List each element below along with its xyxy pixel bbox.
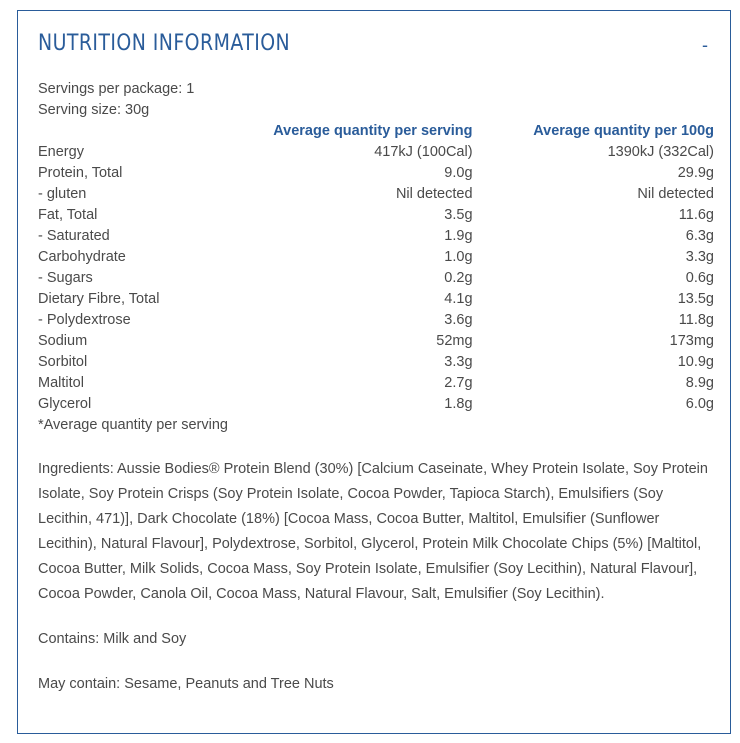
per-100g-value: 29.9g xyxy=(677,165,714,181)
nutrient-name: Carbohydrate xyxy=(38,249,126,265)
header-per-100g: Average quantity per 100g xyxy=(533,123,714,139)
collapse-toggle-button[interactable]: - xyxy=(702,35,708,55)
table-header-row: Average quantity per serving Average qua… xyxy=(38,121,714,142)
table-body: Energy 417kJ (100Cal) 1390kJ (332Cal) Prote… xyxy=(38,142,714,415)
per-100g-value: 3.3g xyxy=(685,249,714,265)
per-100g-value: Nil detected xyxy=(637,186,714,202)
table-row: Fat, Total 3.5g 11.6g xyxy=(38,205,714,226)
per-serving-value: 4.1g xyxy=(444,291,473,307)
nutrient-name: - Sugars xyxy=(38,270,93,286)
serving-size: Serving size: 30g xyxy=(38,102,150,118)
per-serving-value: 1.9g xyxy=(444,228,473,244)
per-serving-value: 0.2g xyxy=(444,270,473,286)
table-row: Glycerol 1.8g 6.0g xyxy=(38,394,714,415)
table-row: - Sugars 0.2g 0.6g xyxy=(38,268,714,289)
per-100g-value: 6.3g xyxy=(685,228,714,244)
panel-content: Servings per package: 1 Serving size: 30… xyxy=(38,79,714,697)
footnote: *Average quantity per serving xyxy=(38,417,228,433)
nutrient-name: - Polydextrose xyxy=(38,312,131,328)
table-row: Sodium 52mg 173mg xyxy=(38,331,714,352)
header-per-serving: Average quantity per serving xyxy=(273,123,473,139)
per-serving-value: Nil detected xyxy=(395,186,473,202)
contains-text: Contains: Milk and Soy xyxy=(38,631,187,647)
per-100g-value: 1390kJ (332Cal) xyxy=(607,144,714,160)
nutrient-name: Energy xyxy=(38,144,84,160)
per-100g-value: 8.9g xyxy=(685,375,714,391)
per-serving-value: 52mg xyxy=(436,333,473,349)
per-serving-value: 1.8g xyxy=(444,396,473,412)
per-100g-value: 6.0g xyxy=(685,396,714,412)
panel-title: NUTRITION INFORMATION xyxy=(38,31,291,56)
nutrient-name: Fat, Total xyxy=(38,207,98,223)
table-row: - Polydextrose 3.6g 11.8g xyxy=(38,310,714,331)
nutrient-name: Sorbitol xyxy=(38,354,88,370)
table-row: Maltitol 2.7g 8.9g xyxy=(38,373,714,394)
per-100g-value: 13.5g xyxy=(677,291,714,307)
ingredients-text: Ingredients: Aussie Bodies® Protein Blen… xyxy=(38,461,708,602)
nutrient-name: Protein, Total xyxy=(38,165,123,181)
table-row: Carbohydrate 1.0g 3.3g xyxy=(38,247,714,268)
nutrient-name: - gluten xyxy=(38,186,87,202)
per-100g-value: 11.6g xyxy=(678,207,714,223)
nutrient-name: Glycerol xyxy=(38,396,92,412)
per-serving-value: 3.6g xyxy=(444,312,473,328)
per-100g-value: 173mg xyxy=(669,333,714,349)
per-serving-value: 1.0g xyxy=(444,249,473,265)
per-100g-value: 11.8g xyxy=(678,312,714,328)
servings-per-package: Servings per package: 1 xyxy=(38,81,195,97)
nutrient-name: - Saturated xyxy=(38,228,110,244)
per-serving-value: 2.7g xyxy=(444,375,473,391)
table-row: Protein, Total 9.0g 29.9g xyxy=(38,163,714,184)
header-blank xyxy=(38,121,273,142)
table-row: Sorbitol 3.3g 10.9g xyxy=(38,352,714,373)
per-serving-value: 3.5g xyxy=(444,207,473,223)
nutrition-table: Average quantity per serving Average qua… xyxy=(38,121,714,415)
per-serving-value: 417kJ (100Cal) xyxy=(374,144,473,160)
nutrient-name: Dietary Fibre, Total xyxy=(38,291,160,307)
nutrient-name: Maltitol xyxy=(38,375,84,391)
per-serving-value: 3.3g xyxy=(444,354,473,370)
table-row: Energy 417kJ (100Cal) 1390kJ (332Cal) xyxy=(38,142,714,163)
nutrition-panel: NUTRITION INFORMATION - Servings per pac… xyxy=(17,10,731,734)
nutrient-name: Sodium xyxy=(38,333,88,349)
table-row: Dietary Fibre, Total 4.1g 13.5g xyxy=(38,289,714,310)
table-row: - gluten Nil detected Nil detected xyxy=(38,184,714,205)
per-serving-value: 9.0g xyxy=(444,165,473,181)
may-contain-text: May contain: Sesame, Peanuts and Tree Nu… xyxy=(38,676,334,692)
table-row: - Saturated 1.9g 6.3g xyxy=(38,226,714,247)
per-100g-value: 10.9g xyxy=(677,354,714,370)
per-100g-value: 0.6g xyxy=(685,270,714,286)
